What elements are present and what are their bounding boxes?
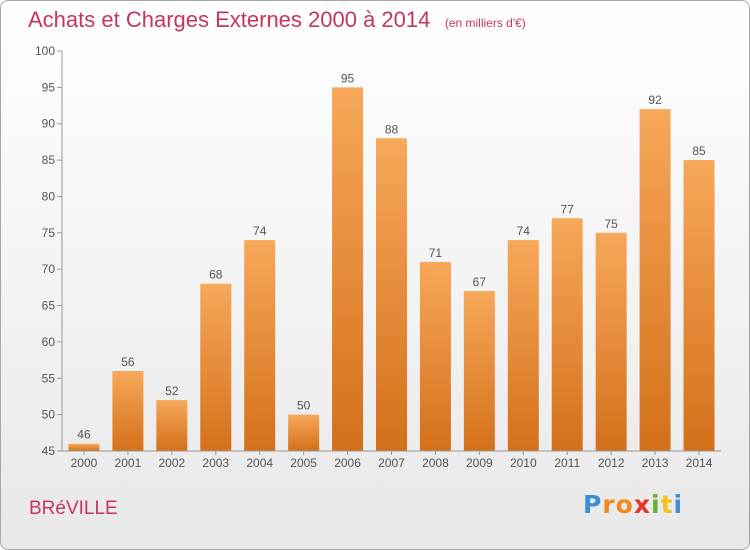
y-tick-label: 60	[42, 335, 56, 349]
bar-2012	[595, 232, 627, 451]
bar-value-label: 95	[341, 71, 355, 85]
y-tick-label: 95	[42, 80, 56, 94]
y-tick-label: 75	[42, 226, 56, 240]
x-tick-label: 2009	[466, 456, 493, 470]
x-tick-label: 2000	[71, 456, 98, 470]
y-tick-label: 45	[42, 444, 56, 458]
bar-value-label: 56	[121, 355, 135, 369]
logo-letter: r	[602, 490, 616, 519]
y-tick-label: 70	[42, 262, 56, 276]
town-name: BRéVILLE	[29, 498, 118, 519]
bar-2008	[419, 261, 451, 451]
x-tick-label: 2011	[554, 456, 580, 470]
x-tick-label: 2004	[246, 456, 273, 470]
bar-value-label: 68	[209, 268, 223, 282]
logo-letter: P	[583, 490, 603, 519]
bar-value-label: 75	[604, 217, 618, 231]
bar-value-label: 52	[165, 384, 179, 398]
chart-subtitle: (en milliers d'€)	[444, 16, 526, 30]
bar-2004	[244, 240, 276, 451]
title-row: Achats et Charges Externes 2000 à 2014 (…	[28, 7, 526, 33]
bar-2007	[376, 138, 407, 452]
bar-value-label: 88	[385, 122, 399, 136]
proxiti-logo: Proxiti	[583, 490, 683, 519]
bar-value-label: 74	[253, 224, 267, 238]
logo-letter: i	[651, 490, 661, 519]
logo-letter: i	[673, 490, 684, 519]
axes: 45 50 55 60 65 70 75 80 85 90 95 100 2000 2001 2002 200…	[35, 44, 721, 470]
bar-2002	[156, 400, 188, 451]
y-tick-label: 65	[42, 299, 56, 313]
bar-value-label: 71	[429, 246, 443, 260]
y-tick-label: 90	[42, 117, 56, 131]
bar-value-label: 85	[692, 144, 706, 158]
bar-value-label: 67	[473, 275, 487, 289]
bar-value-label: 46	[77, 428, 91, 442]
x-tick-label: 2008	[422, 456, 449, 470]
logo-letter: o	[615, 490, 634, 519]
bar-value-label: 74	[517, 224, 531, 238]
x-tick-label: 2005	[290, 456, 317, 470]
logo-letter: t	[660, 490, 674, 519]
x-tick-label: 2013	[642, 456, 669, 470]
bar-2009	[463, 291, 495, 451]
x-tick-label: 2003	[202, 456, 229, 470]
y-tick-label: 85	[42, 153, 56, 167]
bar-2000	[68, 443, 100, 451]
x-tick-label: 2012	[598, 456, 625, 470]
bar-2006	[332, 87, 364, 451]
bar-2005	[288, 414, 320, 451]
bar-2013	[639, 109, 671, 451]
y-tick-label: 100	[35, 44, 55, 58]
bar-2011	[551, 218, 583, 451]
bar-2010	[507, 240, 539, 451]
y-tick-label: 80	[42, 189, 56, 203]
bar-value-label: 92	[648, 93, 662, 107]
bar-2003	[200, 283, 232, 451]
y-tick-label: 50	[42, 408, 56, 422]
logo-letter: x	[633, 490, 651, 519]
x-tick-label: 2002	[158, 456, 185, 470]
bar-2001	[112, 371, 144, 451]
bar-value-label: 50	[297, 399, 311, 413]
bar-2014	[683, 160, 715, 451]
x-tick-label: 2001	[115, 456, 142, 470]
bar-value-label: 77	[561, 202, 575, 216]
y-tick-label: 55	[42, 371, 56, 385]
bars: 46 56 52 68 74 50 95 88 71 67 74 77 75 92 85	[68, 71, 715, 452]
x-tick-label: 2014	[686, 456, 713, 470]
chart-title: Achats et Charges Externes 2000 à 2014	[28, 7, 431, 32]
x-tick-label: 2007	[378, 456, 405, 470]
x-tick-label: 2010	[510, 456, 537, 470]
x-tick-label: 2006	[334, 456, 361, 470]
